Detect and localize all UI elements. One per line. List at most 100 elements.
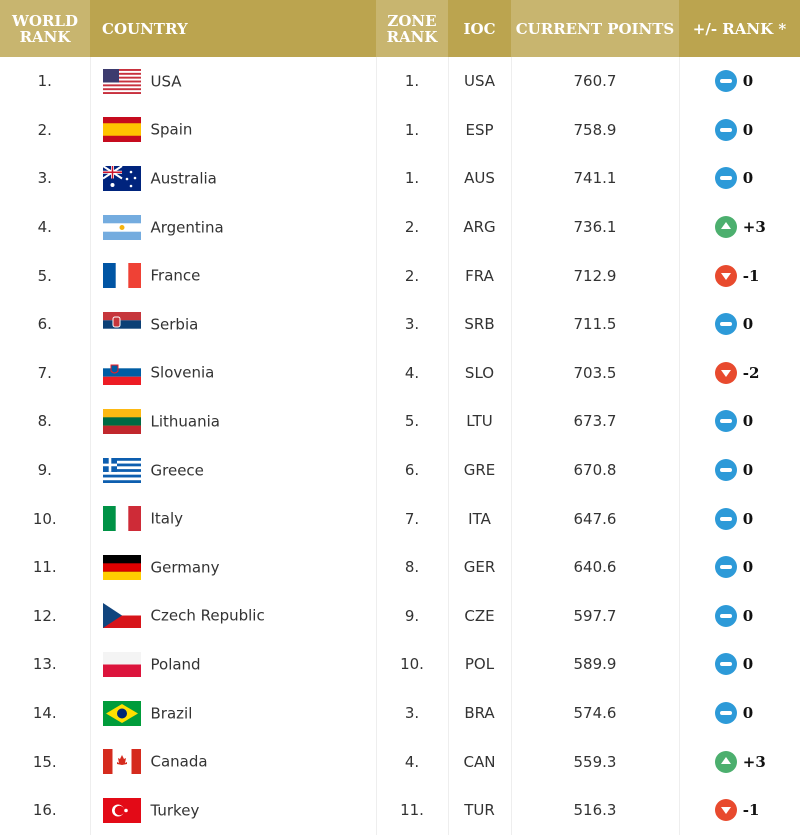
flag-icon-bra xyxy=(102,700,141,726)
flag-icon-pol xyxy=(102,651,141,677)
header-country[interactable]: COUNTRY xyxy=(90,0,376,57)
world-rank: 12. xyxy=(32,606,57,625)
arrow-up-circle-icon xyxy=(714,216,737,239)
header-row: WORLD RANK COUNTRY ZONE RANK IOC CURRENT… xyxy=(0,0,800,57)
flag-icon-ger xyxy=(102,554,141,580)
world-rank: 3. xyxy=(37,169,52,188)
minus-circle-icon xyxy=(714,653,737,676)
rank-change: 0 xyxy=(678,105,800,155)
world-rank: 2. xyxy=(37,120,52,139)
country-name[interactable]: Greece xyxy=(150,461,204,480)
rank-change-value: 0 xyxy=(742,655,754,674)
table-row[interactable]: 14. Brazil 3. BRA 574.6 0 xyxy=(0,688,800,738)
current-points: 736.1 xyxy=(510,202,679,252)
table-row[interactable]: 15. Canada 4. CAN 559.3 +3 xyxy=(0,737,800,786)
world-rank: 8. xyxy=(37,412,52,431)
current-points: 640.6 xyxy=(510,542,679,592)
zone-rank: 10. xyxy=(375,640,448,689)
country-name[interactable]: Serbia xyxy=(150,315,199,334)
zone-rank: 2. xyxy=(375,202,448,252)
country-name[interactable]: Argentina xyxy=(150,218,224,237)
header-points[interactable]: CURRENT POINTS xyxy=(511,0,679,57)
country-cell: USA xyxy=(89,57,376,106)
table-row[interactable]: 2. Spain 1. ESP 758.9 0 xyxy=(0,105,800,155)
country-name[interactable]: Spain xyxy=(150,120,193,139)
flag-icon-ltu xyxy=(102,408,141,434)
current-points: 703.5 xyxy=(510,348,679,398)
flag-icon-esp xyxy=(102,117,141,143)
zone-rank: 1. xyxy=(375,105,448,155)
rank-change: 0 xyxy=(678,154,800,203)
rank-change: 0 xyxy=(678,688,800,738)
country-name[interactable]: Germany xyxy=(150,558,220,577)
flag-icon-slo xyxy=(102,360,141,386)
country-name[interactable]: France xyxy=(150,266,201,285)
country-cell: Australia xyxy=(89,154,376,203)
world-rank: 6. xyxy=(37,315,52,334)
flag-icon-ita xyxy=(102,506,141,532)
country-name[interactable]: Italy xyxy=(150,509,184,528)
rank-change: +3 xyxy=(678,202,800,252)
rank-change: 0 xyxy=(678,494,800,543)
country-cell: Argentina xyxy=(89,202,376,252)
current-points: 559.3 xyxy=(510,737,679,786)
table-row[interactable]: 3. Australia 1. AUS 741.1 0 xyxy=(0,154,800,203)
country-name[interactable]: Turkey xyxy=(150,801,200,820)
table-row[interactable]: 10. Italy 7. ITA 647.6 0 xyxy=(0,494,800,543)
table-row[interactable]: 8. Lithuania 5. LTU 673.7 0 xyxy=(0,397,800,446)
rank-change-value: 0 xyxy=(742,120,754,139)
ioc-code: CAN xyxy=(447,737,511,786)
minus-circle-icon xyxy=(714,313,737,336)
country-name[interactable]: Slovenia xyxy=(150,363,215,382)
rank-change-value: -1 xyxy=(742,801,760,820)
arrow-down-circle-icon xyxy=(714,264,737,287)
ioc-code: SLO xyxy=(447,348,511,398)
table-row[interactable]: 9. Greece 6. GRE 670.8 0 xyxy=(0,445,800,495)
zone-rank: 8. xyxy=(375,542,448,592)
country-name[interactable]: Australia xyxy=(150,169,217,188)
country-name[interactable]: Lithuania xyxy=(150,412,220,431)
table-row[interactable]: 4. Argentina 2. ARG 736.1 +3 xyxy=(0,202,800,252)
table-row[interactable]: 5. France 2. FRA 712.9 -1 xyxy=(0,251,800,300)
current-points: 758.9 xyxy=(510,105,679,155)
minus-circle-icon xyxy=(714,507,737,530)
ioc-code: BRA xyxy=(447,688,511,738)
current-points: 712.9 xyxy=(510,251,679,300)
header-world-rank[interactable]: WORLD RANK xyxy=(0,0,90,57)
rank-change-value: -1 xyxy=(742,266,760,285)
zone-rank: 3. xyxy=(375,299,448,349)
zone-rank: 5. xyxy=(375,397,448,446)
zone-rank: 4. xyxy=(375,737,448,786)
rank-change-value: +3 xyxy=(742,218,766,237)
world-rank: 10. xyxy=(32,509,57,528)
header-zone-rank[interactable]: ZONE RANK xyxy=(376,0,448,57)
current-points: 647.6 xyxy=(510,494,679,543)
rank-change-value: 0 xyxy=(742,315,754,334)
country-name[interactable]: Brazil xyxy=(150,704,193,723)
table-row[interactable]: 6. Serbia 3. SRB 711.5 0 xyxy=(0,299,800,349)
zone-rank: 11. xyxy=(375,785,448,835)
rank-change-value: 0 xyxy=(742,72,754,91)
minus-circle-icon xyxy=(714,556,737,579)
country-name[interactable]: Canada xyxy=(150,752,208,771)
minus-circle-icon xyxy=(714,604,737,627)
header-change[interactable]: +/- RANK * xyxy=(679,0,800,57)
rank-change-value: 0 xyxy=(742,704,754,723)
table-row[interactable]: 7. Slovenia 4. SLO 703.5 -2 xyxy=(0,348,800,398)
table-row[interactable]: 16. Turkey 11. TUR 516.3 -1 xyxy=(0,785,800,835)
country-name[interactable]: Poland xyxy=(150,655,201,674)
table-row[interactable]: 1. USA 1. USA 760.7 0 xyxy=(0,57,800,106)
arrow-down-circle-icon xyxy=(714,361,737,384)
world-rank: 14. xyxy=(32,704,57,723)
table-row[interactable]: 13. Poland 10. POL 589.9 0 xyxy=(0,640,800,689)
minus-circle-icon xyxy=(714,70,737,93)
country-name[interactable]: USA xyxy=(150,72,182,91)
world-rank: 5. xyxy=(37,266,52,285)
table-row[interactable]: 12. Czech Republic 9. CZE 597.7 0 xyxy=(0,591,800,641)
rank-change: 0 xyxy=(678,542,800,592)
table-row[interactable]: 11. Germany 8. GER 640.6 0 xyxy=(0,542,800,592)
header-ioc[interactable]: IOC xyxy=(448,0,511,57)
rank-change-value: 0 xyxy=(742,461,754,480)
zone-rank: 1. xyxy=(375,154,448,203)
country-name[interactable]: Czech Republic xyxy=(150,606,265,625)
